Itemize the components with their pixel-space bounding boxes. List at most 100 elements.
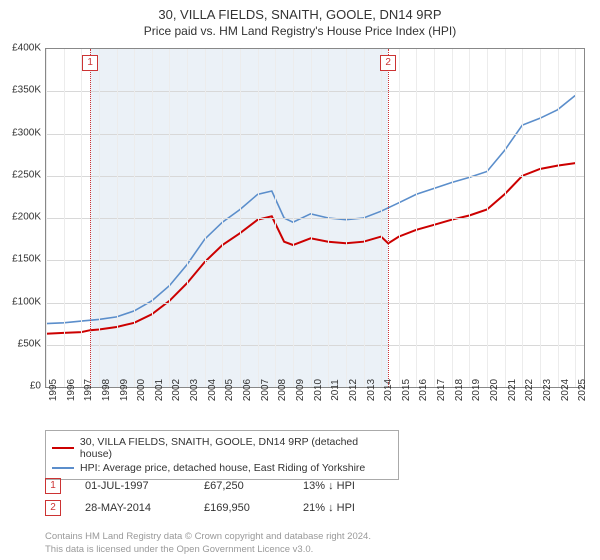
sales-table: 1 01-JUL-1997 £67,250 13% ↓ HPI 2 28-MAY-2014… <box>45 475 398 519</box>
x-axis-label: 2010 <box>313 379 324 401</box>
sale-marker-box: 1 <box>82 55 98 71</box>
x-axis-label: 2009 <box>295 379 306 401</box>
y-axis-label: £250K <box>1 169 41 180</box>
x-axis-label: 2005 <box>224 379 235 401</box>
v-gridline <box>311 49 312 387</box>
v-gridline <box>222 49 223 387</box>
y-axis-label: £200K <box>1 212 41 223</box>
legend-item: 30, VILLA FIELDS, SNAITH, GOOLE, DN14 9R… <box>52 435 392 461</box>
x-axis-label: 2016 <box>418 379 429 401</box>
x-axis-label: 2011 <box>330 379 341 401</box>
x-axis-label: 2018 <box>454 379 465 401</box>
h-gridline <box>46 134 584 135</box>
sale-price: £169,950 <box>204 502 279 514</box>
legend-label: HPI: Average price, detached house, East… <box>80 462 365 474</box>
y-axis-label: £150K <box>1 254 41 265</box>
x-axis-label: 2025 <box>577 379 588 401</box>
x-axis-label: 1999 <box>119 379 130 401</box>
x-axis-label: 2015 <box>401 379 412 401</box>
y-axis-label: £0 <box>1 381 41 392</box>
legend-item: HPI: Average price, detached house, East… <box>52 461 392 475</box>
v-gridline <box>452 49 453 387</box>
legend-label: 30, VILLA FIELDS, SNAITH, GOOLE, DN14 9R… <box>80 436 392 460</box>
h-gridline <box>46 176 584 177</box>
x-axis-label: 2017 <box>436 379 447 401</box>
v-gridline <box>328 49 329 387</box>
v-gridline <box>381 49 382 387</box>
chart-subtitle: Price paid vs. HM Land Registry's House … <box>0 24 600 42</box>
legend: 30, VILLA FIELDS, SNAITH, GOOLE, DN14 9R… <box>45 430 399 480</box>
x-axis-label: 1998 <box>101 379 112 401</box>
x-axis-label: 2013 <box>366 379 377 401</box>
sale-date: 28-MAY-2014 <box>85 502 180 514</box>
x-axis-label: 2020 <box>489 379 500 401</box>
v-gridline <box>152 49 153 387</box>
v-gridline <box>258 49 259 387</box>
h-gridline <box>46 345 584 346</box>
footer-line2: This data is licensed under the Open Gov… <box>45 544 371 556</box>
x-axis-label: 1997 <box>83 379 94 401</box>
x-axis-label: 2012 <box>348 379 359 401</box>
x-axis-label: 2002 <box>171 379 182 401</box>
v-gridline <box>364 49 365 387</box>
v-gridline <box>99 49 100 387</box>
v-gridline <box>205 49 206 387</box>
v-gridline <box>434 49 435 387</box>
x-axis-label: 2021 <box>507 379 518 401</box>
x-axis-label: 1996 <box>66 379 77 401</box>
v-gridline <box>117 49 118 387</box>
v-gridline <box>346 49 347 387</box>
v-gridline <box>540 49 541 387</box>
plot-area: 12 <box>45 48 585 388</box>
h-gridline <box>46 218 584 219</box>
x-axis-label: 2023 <box>542 379 553 401</box>
v-gridline <box>275 49 276 387</box>
sale-marker: 1 <box>45 478 61 494</box>
x-axis-label: 2022 <box>524 379 535 401</box>
sale-date: 01-JUL-1997 <box>85 480 180 492</box>
sale-pct: 21% ↓ HPI <box>303 502 398 514</box>
legend-swatch <box>52 467 74 469</box>
v-gridline <box>187 49 188 387</box>
y-axis-label: £100K <box>1 296 41 307</box>
v-gridline <box>522 49 523 387</box>
v-gridline <box>558 49 559 387</box>
y-axis-label: £350K <box>1 85 41 96</box>
h-gridline <box>46 260 584 261</box>
x-axis-label: 2000 <box>136 379 147 401</box>
x-axis-label: 2004 <box>207 379 218 401</box>
v-gridline <box>134 49 135 387</box>
y-axis-label: £300K <box>1 127 41 138</box>
footer-attribution: Contains HM Land Registry data © Crown c… <box>45 531 371 556</box>
sale-pct: 13% ↓ HPI <box>303 480 398 492</box>
v-gridline <box>469 49 470 387</box>
footer-line1: Contains HM Land Registry data © Crown c… <box>45 531 371 543</box>
legend-swatch <box>52 447 74 449</box>
sale-row: 2 28-MAY-2014 £169,950 21% ↓ HPI <box>45 497 398 519</box>
v-gridline <box>416 49 417 387</box>
sale-row: 1 01-JUL-1997 £67,250 13% ↓ HPI <box>45 475 398 497</box>
sale-marker-line <box>90 49 91 387</box>
x-axis-label: 2008 <box>277 379 288 401</box>
chart: 12 £0£50K£100K£150K£200K£250K£300K£350K£… <box>45 48 585 388</box>
v-gridline <box>505 49 506 387</box>
x-axis-label: 2006 <box>242 379 253 401</box>
v-gridline <box>169 49 170 387</box>
v-gridline <box>81 49 82 387</box>
h-gridline <box>46 303 584 304</box>
x-axis-label: 2003 <box>189 379 200 401</box>
h-gridline <box>46 91 584 92</box>
x-axis-label: 2007 <box>260 379 271 401</box>
y-axis-label: £400K <box>1 43 41 54</box>
y-axis-label: £50K <box>1 338 41 349</box>
sale-price: £67,250 <box>204 480 279 492</box>
x-axis-label: 1995 <box>48 379 59 401</box>
chart-title: 30, VILLA FIELDS, SNAITH, GOOLE, DN14 9R… <box>0 0 600 24</box>
v-gridline <box>46 49 47 387</box>
x-axis-label: 2019 <box>471 379 482 401</box>
v-gridline <box>64 49 65 387</box>
sale-marker: 2 <box>45 500 61 516</box>
v-gridline <box>293 49 294 387</box>
v-gridline <box>399 49 400 387</box>
sale-marker-box: 2 <box>380 55 396 71</box>
